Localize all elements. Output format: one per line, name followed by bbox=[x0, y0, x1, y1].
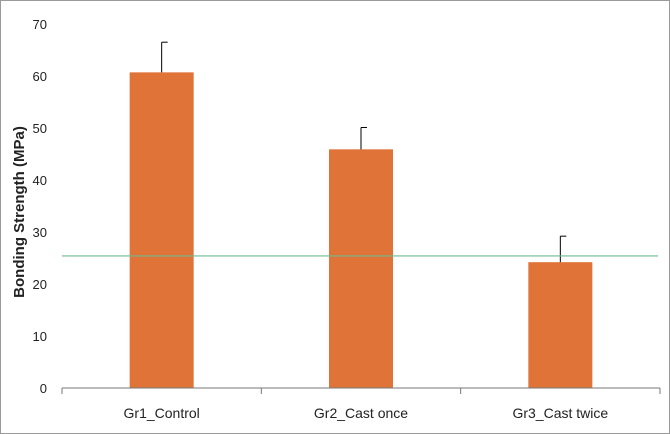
y-tick-label: 40 bbox=[33, 173, 47, 188]
x-axis-ticks bbox=[61, 388, 661, 394]
x-tick-label: Gr3_Cast twice bbox=[512, 405, 608, 421]
y-tick-label: 70 bbox=[33, 17, 47, 32]
error-bars bbox=[161, 41, 567, 263]
bar bbox=[329, 149, 393, 388]
bars bbox=[129, 72, 593, 389]
y-tick-label: 10 bbox=[33, 329, 47, 344]
bar bbox=[129, 72, 194, 389]
x-axis-labels: Gr1_Control Gr2_Cast once Gr3_Cast twice bbox=[124, 405, 609, 421]
bar bbox=[528, 262, 593, 388]
y-tick-label: 20 bbox=[33, 277, 47, 292]
y-tick-label: 0 bbox=[40, 381, 47, 396]
y-tick-label: 50 bbox=[33, 121, 47, 136]
y-tick-label: 30 bbox=[33, 225, 47, 240]
y-axis-ticks: 0 10 20 30 40 50 60 70 bbox=[33, 17, 47, 396]
x-tick-label: Gr2_Cast once bbox=[314, 405, 408, 421]
y-axis-title: Bonding Strength (MPa) bbox=[11, 126, 28, 298]
x-tick-label: Gr1_Control bbox=[124, 405, 200, 421]
y-tick-label: 60 bbox=[33, 69, 47, 84]
